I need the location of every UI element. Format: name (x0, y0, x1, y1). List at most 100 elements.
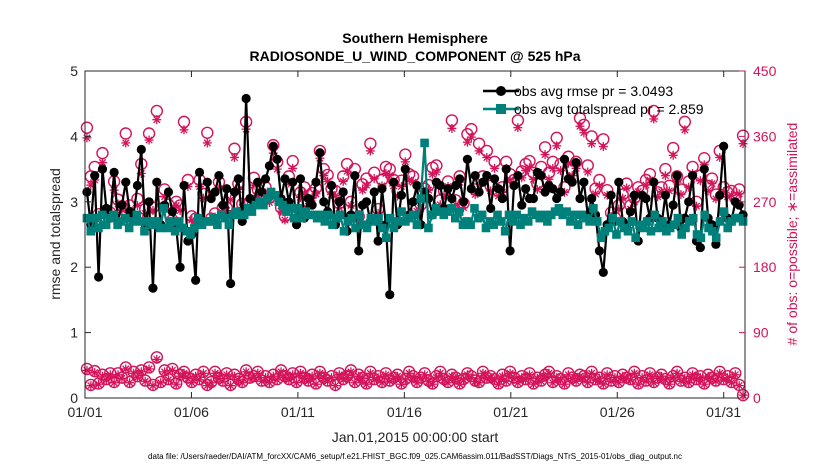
spread-point (109, 210, 119, 220)
obs-assimilated-marker (330, 381, 340, 391)
spread-point (82, 213, 92, 223)
spread-point (159, 204, 168, 213)
rmse-point (210, 187, 220, 197)
legend: obs avg rmse pr = 3.0493 obs avg totalsp… (483, 83, 704, 117)
x-tick-label: 01/16 (387, 404, 422, 420)
rmse-point (559, 154, 570, 164)
rmse-point (497, 193, 507, 204)
spread-point (650, 210, 660, 220)
obs-assimilated-marker (431, 167, 441, 177)
obs-assimilated-marker (311, 379, 321, 389)
rmse-point (167, 207, 177, 217)
spread-point (209, 213, 218, 223)
x-tick-label: 01/06 (174, 404, 209, 420)
spread-point (408, 210, 418, 220)
rmse-point (505, 246, 515, 256)
rmse-point (695, 242, 705, 253)
spread-point (174, 217, 184, 226)
rmse-point (571, 157, 581, 168)
rmse-point (493, 184, 504, 194)
y-tick-label: 3 (70, 194, 78, 210)
spread-point (592, 217, 602, 226)
rmse-point (315, 148, 325, 158)
obs-possible-marker (119, 127, 132, 140)
rmse-point (447, 193, 457, 204)
rmse-point (470, 171, 480, 181)
spread-point (450, 213, 460, 223)
rmse-point (260, 174, 271, 184)
obs-assimilated-marker (513, 123, 523, 133)
rmse-point (521, 184, 531, 194)
x-tick-label: 01/21 (493, 404, 528, 420)
rmse-point (82, 187, 92, 197)
spread-point (715, 217, 725, 226)
spread-point (124, 223, 134, 233)
spread-point (128, 217, 138, 226)
rmse-point (117, 200, 127, 210)
rmse-point (489, 174, 500, 184)
obs-assimilated-marker (109, 378, 119, 388)
obs-possible-marker (414, 371, 428, 384)
spread-point (562, 207, 571, 216)
spread-point (673, 213, 683, 223)
spread-point (585, 217, 594, 226)
spread-point (293, 204, 303, 213)
rmse-point (334, 197, 344, 207)
obs-assimilated-marker (738, 139, 748, 149)
obs-assimilated-marker (447, 123, 457, 133)
spread-point (700, 210, 710, 220)
rmse-point (501, 164, 511, 174)
spread-point (569, 210, 579, 220)
rmse-point (175, 262, 185, 272)
spread-point (328, 220, 337, 229)
spread-point (723, 223, 733, 233)
rmse-point (288, 177, 298, 187)
rmse-point (606, 190, 616, 200)
rmse-point (548, 184, 558, 194)
obs-possible-marker (395, 377, 408, 390)
spread-point (324, 210, 333, 220)
obs-possible-marker (736, 388, 750, 402)
rmse-point (218, 200, 228, 210)
rmse-point (338, 187, 348, 197)
rmse-point (509, 180, 519, 191)
obs-assimilated-marker (536, 376, 546, 386)
rmse-point (699, 164, 709, 174)
y-tick-label: 2 (70, 259, 78, 275)
spread-point (523, 217, 533, 226)
spread-point (500, 226, 510, 236)
obs-assimilated-marker (292, 378, 302, 388)
obs-assimilated-marker (548, 163, 558, 173)
obs-assimilated-marker (668, 150, 678, 160)
obs-assimilated-marker (490, 163, 500, 173)
rmse-point (587, 193, 597, 204)
x-tick-label: 01/11 (281, 404, 315, 420)
spread-point (136, 217, 145, 226)
y-right-tick-label: 270 (753, 194, 777, 210)
rmse-point (513, 171, 523, 181)
rmse-point (202, 177, 212, 187)
spread-point (320, 217, 330, 226)
spread-point (677, 230, 686, 239)
spread-point (608, 213, 617, 223)
spread-point (385, 213, 395, 223)
rmse-point (179, 180, 189, 191)
spread-point (654, 223, 663, 233)
x-axis: 01/01 01/06 01/11 01/16 01/21 01/26 01/31 (67, 71, 741, 420)
obs-assimilated-marker (94, 379, 104, 389)
spread-point (297, 213, 307, 223)
rmse-point (222, 184, 232, 194)
spread-point (224, 220, 234, 229)
legend-spread-label: obs avg totalspread pr = 2.859 (514, 101, 704, 117)
spread-point (466, 220, 475, 229)
spread-point (335, 210, 345, 220)
obs-assimilated-marker (587, 139, 597, 149)
obs-possible-marker (232, 372, 245, 386)
rmse-point (253, 177, 263, 187)
spread-point (416, 194, 426, 203)
rmse-point (462, 154, 473, 164)
obs-assimilated-marker (125, 378, 135, 388)
rmse-point (163, 187, 174, 197)
spread-point (658, 217, 667, 226)
